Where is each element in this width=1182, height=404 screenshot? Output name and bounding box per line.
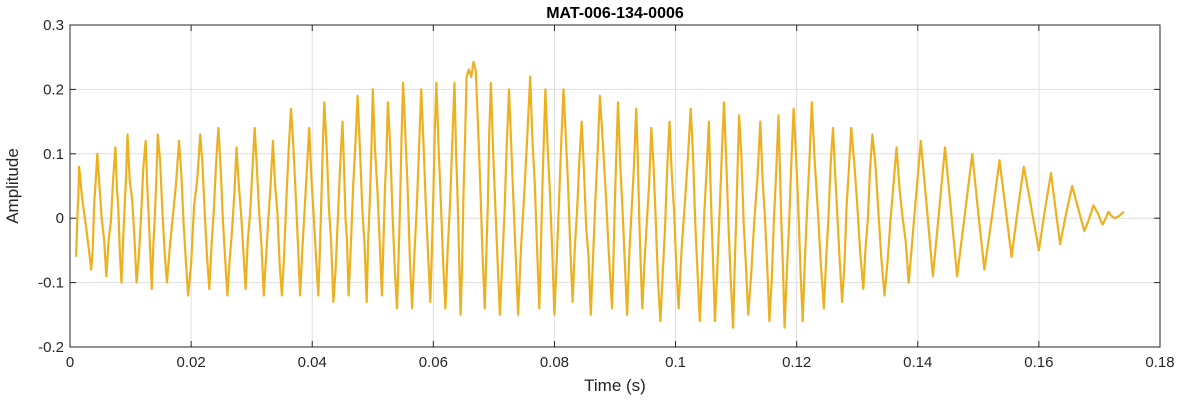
y-tick-label: 0.3 — [43, 17, 64, 34]
x-tick-label: 0.08 — [540, 354, 569, 371]
y-tick-label: -0.2 — [38, 339, 64, 356]
y-tick-label: 0 — [56, 210, 64, 227]
chart-title: MAT-006-134-0006 — [546, 5, 684, 22]
series-layer — [75, 60, 1125, 329]
x-tick-label: 0.04 — [298, 354, 327, 371]
x-tick-label: 0.1 — [665, 354, 686, 371]
x-tick-label: 0.06 — [419, 354, 448, 371]
axis-ticks: 0 0.02 0.04 0.06 0.08 0.1 0.12 0.14 0.16 0.18 -0.2… — [38, 17, 1174, 371]
x-tick-label: 0.02 — [177, 354, 206, 371]
x-tick-label: 0.18 — [1145, 354, 1174, 371]
x-tick-label: 0.12 — [782, 354, 811, 371]
x-tick-label: 0.16 — [1024, 354, 1053, 371]
plot-frame — [69, 24, 1161, 348]
y-tick-label: 0.2 — [43, 81, 64, 98]
x-tick-label: 0.14 — [903, 354, 932, 371]
y-tick-label: -0.1 — [38, 275, 64, 292]
y-axis-label: Amplitude — [3, 148, 22, 224]
x-axis-label: Time (s) — [584, 376, 646, 395]
waveform-line — [75, 60, 1125, 329]
y-tick-label: 0.1 — [43, 146, 64, 163]
x-tick-label: 0 — [66, 354, 74, 371]
